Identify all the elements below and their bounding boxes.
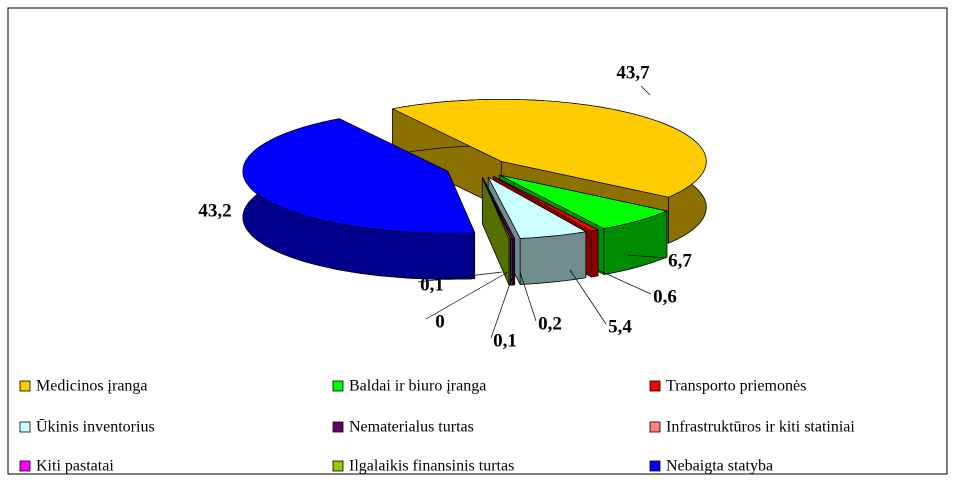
slice-top <box>487 176 587 239</box>
legend-swatch <box>19 460 31 472</box>
slice-side <box>511 238 516 286</box>
value-label: 5,4 <box>608 316 632 337</box>
legend-swatch <box>332 380 344 392</box>
legend-swatch <box>19 421 31 433</box>
slice-top <box>493 176 599 232</box>
leader-line <box>627 254 667 259</box>
value-label: 0,1 <box>420 274 444 295</box>
slice-top <box>499 174 668 229</box>
slice-side <box>508 238 511 286</box>
leader-line <box>640 85 651 96</box>
leader-line <box>490 271 515 339</box>
leader-line <box>425 271 509 320</box>
value-label: 43,7 <box>616 62 650 83</box>
value-label: 0,2 <box>538 313 562 334</box>
leader-line <box>597 269 652 295</box>
value-label: 0 <box>435 311 445 332</box>
slice-top <box>242 118 476 234</box>
value-label: 0,1 <box>493 330 517 351</box>
legend-label: Nematerialus turtas <box>349 419 474 436</box>
value-label: 0,6 <box>653 286 677 307</box>
legend-swatch <box>649 421 661 433</box>
chart-frame <box>7 7 948 475</box>
legend-swatch <box>332 460 344 472</box>
legend-label: Transporto priemonės <box>666 378 806 395</box>
legend-label: Baldai ir biuro įranga <box>349 378 486 395</box>
legend-label: Nebaigta statyba <box>666 458 773 475</box>
slice-top <box>392 99 707 198</box>
slice-side <box>519 231 587 285</box>
legend-label: Ilgalaikis finansinis turtas <box>349 458 514 475</box>
legend-swatch <box>332 421 344 433</box>
legend-swatch <box>19 380 31 392</box>
leader-line <box>519 271 537 322</box>
slice-top <box>481 177 511 240</box>
leader-line <box>417 271 503 283</box>
legend-swatch <box>649 380 661 392</box>
legend-label: Ūkinis inventorius <box>36 419 155 436</box>
legend-label: Medicinos įranga <box>36 378 148 395</box>
value-label: 43,2 <box>198 200 231 221</box>
leader-line <box>569 269 607 325</box>
legend-label: Infrastruktūros ir kiti statiniai <box>666 419 855 436</box>
slice-side <box>590 229 599 278</box>
value-label: 6,7 <box>668 250 692 271</box>
legend-label: Kiti pastatai <box>36 458 114 475</box>
legend-swatch <box>649 460 661 472</box>
